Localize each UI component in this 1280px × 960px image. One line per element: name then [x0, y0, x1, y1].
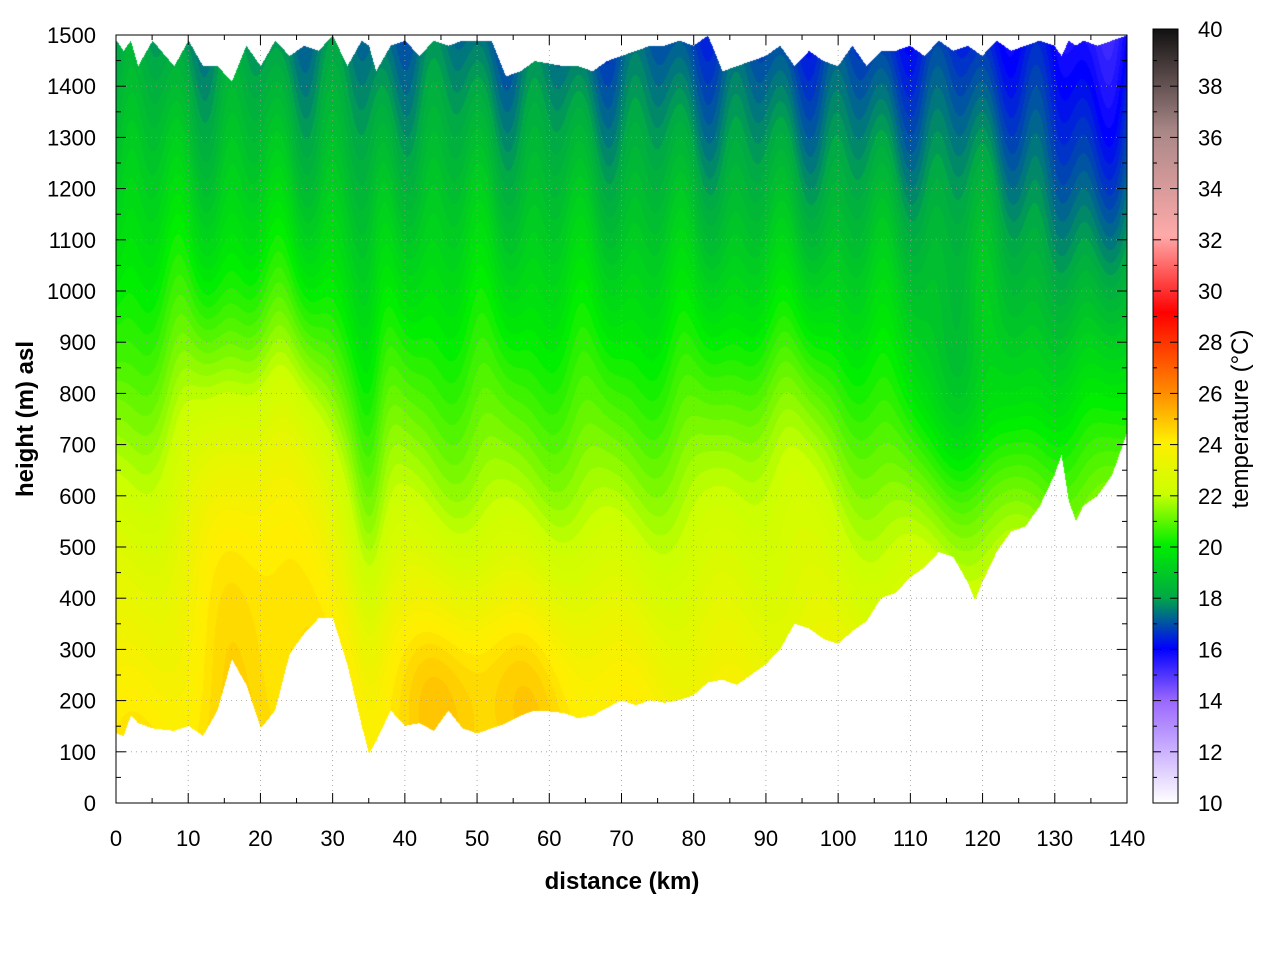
x-tick-label: 0: [110, 826, 122, 851]
x-tick-label: 130: [1036, 826, 1073, 851]
y-tick-label: 1500: [47, 23, 96, 48]
colorbar-title: temperature (°C): [1227, 330, 1254, 509]
colorbar-tick-label: 14: [1198, 689, 1222, 714]
x-tick-label: 50: [465, 826, 489, 851]
colorbar-tick-label: 10: [1198, 791, 1222, 816]
y-tick-label: 400: [59, 586, 96, 611]
colorbar-ticks: 10 12 14 16 18 20 22 24 26 28 30 32 34 36 38 40: [1153, 17, 1222, 816]
x-tick-label: 30: [320, 826, 344, 851]
x-tick-label: 100: [820, 826, 857, 851]
y-tick-label: 1400: [47, 74, 96, 99]
colorbar-tick-label: 22: [1198, 484, 1222, 509]
y-axis-title: height (m) asl: [12, 341, 39, 497]
x-axis-ticks: 0 10 20 30 40 50 60 70 80 90 100 110 120 130 140: [110, 35, 1145, 851]
y-tick-label: 200: [59, 689, 96, 714]
colorbar-tick-label: 12: [1198, 740, 1222, 765]
y-tick-label: 700: [59, 433, 96, 458]
colorbar-tick-label: 34: [1198, 177, 1222, 202]
colorbar-tick-label: 28: [1198, 330, 1222, 355]
y-tick-label: 300: [59, 637, 96, 662]
y-tick-label: 100: [59, 740, 96, 765]
y-tick-label: 1000: [47, 279, 96, 304]
colorbar-tick-label: 38: [1198, 74, 1222, 99]
y-tick-label: 1100: [49, 228, 96, 253]
y-tick-label: 1300: [47, 125, 96, 150]
colorbar-tick-label: 20: [1198, 535, 1222, 560]
colorbar-tick-label: 24: [1198, 433, 1222, 458]
x-tick-label: 10: [176, 826, 200, 851]
x-tick-label: 140: [1109, 826, 1146, 851]
x-tick-label: 90: [754, 826, 778, 851]
y-tick-label: 600: [59, 484, 96, 509]
x-tick-label: 20: [248, 826, 272, 851]
x-tick-label: 80: [681, 826, 705, 851]
x-tick-label: 70: [609, 826, 633, 851]
colorbar: [1152, 28, 1179, 804]
colorbar-tick-label: 40: [1198, 17, 1222, 42]
colorbar-tick-label: 18: [1198, 586, 1222, 611]
colorbar-tick-label: 30: [1198, 279, 1222, 304]
y-tick-label: 0: [84, 791, 96, 816]
y-tick-label: 1200: [47, 177, 96, 202]
x-tick-label: 120: [964, 826, 1001, 851]
y-tick-label: 500: [59, 535, 96, 560]
colorbar-tick-label: 26: [1198, 381, 1222, 406]
colorbar-tick-label: 36: [1198, 125, 1222, 150]
colorbar-tick-label: 32: [1198, 228, 1222, 253]
grid: [116, 35, 1127, 803]
x-axis-title: distance (km): [545, 868, 700, 895]
y-axis-ticks: 0 100 200 300 400 500 600 700 800 900 1000 1100 1200…: [47, 23, 1127, 816]
x-tick-label: 110: [893, 826, 928, 851]
y-tick-label: 800: [59, 381, 96, 406]
colorbar-tick-label: 16: [1198, 637, 1222, 662]
y-tick-label: 900: [59, 330, 96, 355]
x-tick-label: 60: [537, 826, 561, 851]
x-tick-label: 40: [393, 826, 417, 851]
